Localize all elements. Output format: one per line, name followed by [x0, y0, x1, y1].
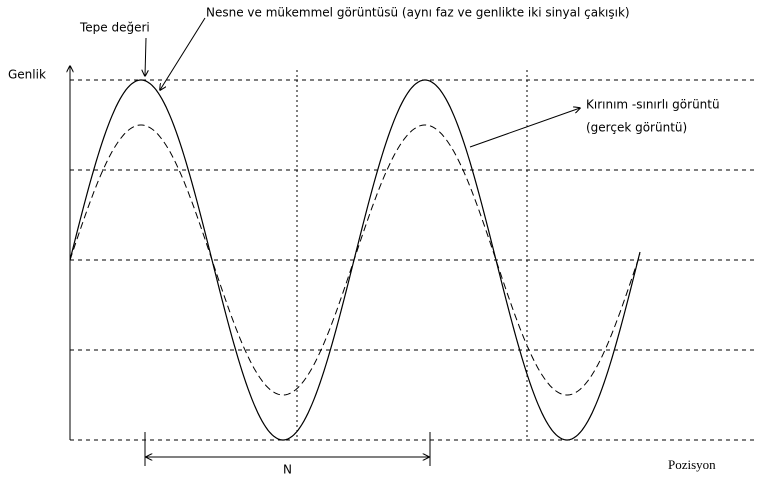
y-axis-label: Genlik — [8, 68, 46, 82]
object-label: Nesne ve mükemmel görüntüsü (aynı faz ve… — [206, 6, 630, 20]
diffraction-arrow — [469, 108, 580, 148]
object-arrow — [160, 17, 206, 90]
x-axis-label: Pozisyon — [668, 457, 716, 472]
object-wave — [69, 79, 641, 441]
period-label: N — [283, 463, 292, 477]
peak-arrow — [145, 37, 146, 76]
grid — [70, 70, 755, 440]
diffraction-wave — [69, 124, 641, 396]
real-label: (gerçek görüntü) — [586, 121, 687, 135]
diffraction-label: Kırınım -sınırlı görüntü — [586, 98, 720, 112]
period-bracket — [144, 432, 431, 466]
peak-label: Tepe değeri — [79, 21, 150, 35]
